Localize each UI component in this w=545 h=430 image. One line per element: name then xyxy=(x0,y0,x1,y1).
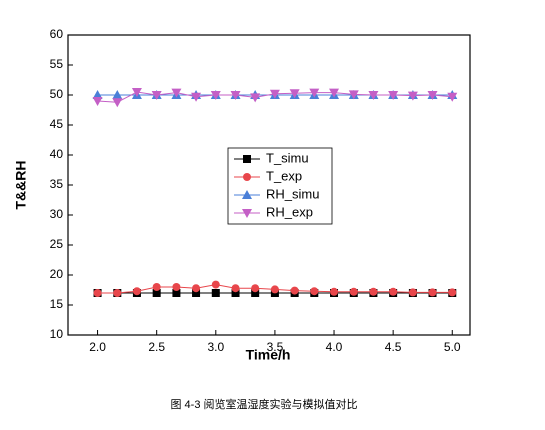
marker xyxy=(388,91,399,100)
marker xyxy=(349,287,358,296)
legend-label: T_exp xyxy=(266,168,302,183)
y-tick-label: 10 xyxy=(50,327,64,341)
marker xyxy=(251,284,260,293)
marker xyxy=(448,288,457,297)
marker xyxy=(242,209,252,218)
marker xyxy=(243,155,251,163)
x-tick-label: 4.0 xyxy=(326,340,343,354)
marker xyxy=(231,284,240,293)
marker xyxy=(211,289,220,297)
marker xyxy=(242,190,252,199)
marker xyxy=(151,91,162,100)
x-tick-label: 2.0 xyxy=(89,340,106,354)
marker xyxy=(92,97,103,106)
marker xyxy=(408,288,417,297)
marker xyxy=(407,91,418,101)
marker xyxy=(152,283,161,291)
marker xyxy=(348,90,359,100)
marker xyxy=(172,283,181,291)
marker xyxy=(289,89,300,99)
x-axis-label: Time/h xyxy=(246,347,291,363)
marker xyxy=(290,286,299,295)
x-tick-label: 2.5 xyxy=(148,340,165,354)
y-tick-label: 30 xyxy=(50,207,64,221)
marker xyxy=(250,93,261,103)
marker xyxy=(230,91,241,100)
x-tick-label: 3.5 xyxy=(267,340,284,354)
marker xyxy=(330,287,339,296)
marker xyxy=(131,88,142,97)
x-tick-label: 5.0 xyxy=(444,340,461,354)
y-tick-label: 55 xyxy=(50,57,64,71)
y-tick-label: 50 xyxy=(50,87,64,101)
marker xyxy=(309,88,320,98)
marker xyxy=(191,92,202,102)
marker xyxy=(447,92,458,102)
marker xyxy=(192,289,201,297)
marker xyxy=(269,89,280,99)
marker xyxy=(171,88,182,98)
y-tick-label: 15 xyxy=(50,297,64,311)
marker xyxy=(172,289,181,297)
marker xyxy=(329,88,340,98)
marker xyxy=(112,98,123,108)
marker xyxy=(93,289,102,297)
marker xyxy=(92,90,103,99)
marker xyxy=(270,285,279,294)
x-tick-label: 3.0 xyxy=(207,340,224,354)
y-tick-label: 25 xyxy=(50,237,64,251)
y-tick-label: 45 xyxy=(50,117,64,131)
caption: 图 4-3 阅览室温湿度实验与模拟值对比 xyxy=(170,397,357,411)
y-tick-label: 35 xyxy=(50,177,64,191)
y-axis-label: T&&RH xyxy=(13,161,29,210)
marker xyxy=(113,289,122,297)
y-tick-label: 60 xyxy=(50,27,64,41)
marker xyxy=(210,91,221,100)
marker xyxy=(428,288,437,297)
marker xyxy=(192,284,201,293)
marker xyxy=(310,287,319,296)
legend-label: T_simu xyxy=(266,150,309,165)
x-tick-label: 4.5 xyxy=(385,340,402,354)
legend-label: RH_exp xyxy=(266,204,313,219)
marker xyxy=(369,287,378,296)
marker xyxy=(112,90,123,99)
marker xyxy=(389,287,398,296)
legend-label: RH_simu xyxy=(266,186,319,201)
marker xyxy=(427,91,438,100)
marker xyxy=(368,91,379,100)
y-tick-label: 20 xyxy=(50,267,64,281)
marker xyxy=(243,173,251,181)
marker xyxy=(132,287,141,296)
marker xyxy=(211,280,220,289)
marker xyxy=(251,289,260,297)
marker xyxy=(152,289,161,297)
y-tick-label: 40 xyxy=(50,147,64,161)
marker xyxy=(231,289,240,297)
